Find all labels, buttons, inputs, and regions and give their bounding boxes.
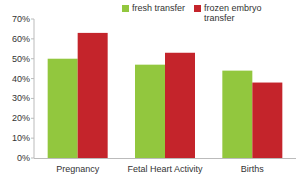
x-tick-label: Births	[241, 164, 265, 174]
chart-wrap: 0% 10% 20% 30% 40% 50% 60% 70% Pregnancy Fetal He…	[0, 0, 300, 186]
x-axis	[34, 158, 296, 159]
bar	[135, 65, 165, 158]
bar	[252, 83, 282, 158]
y-tick-label: 60%	[12, 34, 30, 44]
bar	[222, 71, 252, 158]
bars	[48, 33, 283, 158]
x-tick-label: Pregnancy	[56, 164, 100, 174]
y-tick-label: 40%	[12, 74, 30, 84]
legend-swatch	[194, 5, 201, 12]
y-axis	[34, 19, 35, 158]
legend-swatch	[122, 5, 129, 12]
y-tick-label: 70%	[12, 14, 30, 24]
legend-label: fresh transfer	[132, 3, 196, 13]
bar	[78, 33, 108, 158]
y-tick-label: 20%	[12, 113, 30, 123]
x-tick-label: Fetal Heart Activity	[127, 164, 203, 174]
bar	[165, 53, 195, 158]
bar	[48, 59, 78, 158]
y-tick-label: 50%	[12, 54, 30, 64]
y-tick-label: 30%	[12, 93, 30, 103]
y-tick-label: 0%	[17, 153, 30, 163]
chart: 0% 10% 20% 30% 40% 50% 60% 70% Pregnancy Fetal He…	[0, 0, 300, 186]
y-tick-label: 10%	[12, 133, 30, 143]
legend-label: frozen embryo transfer	[204, 3, 266, 23]
